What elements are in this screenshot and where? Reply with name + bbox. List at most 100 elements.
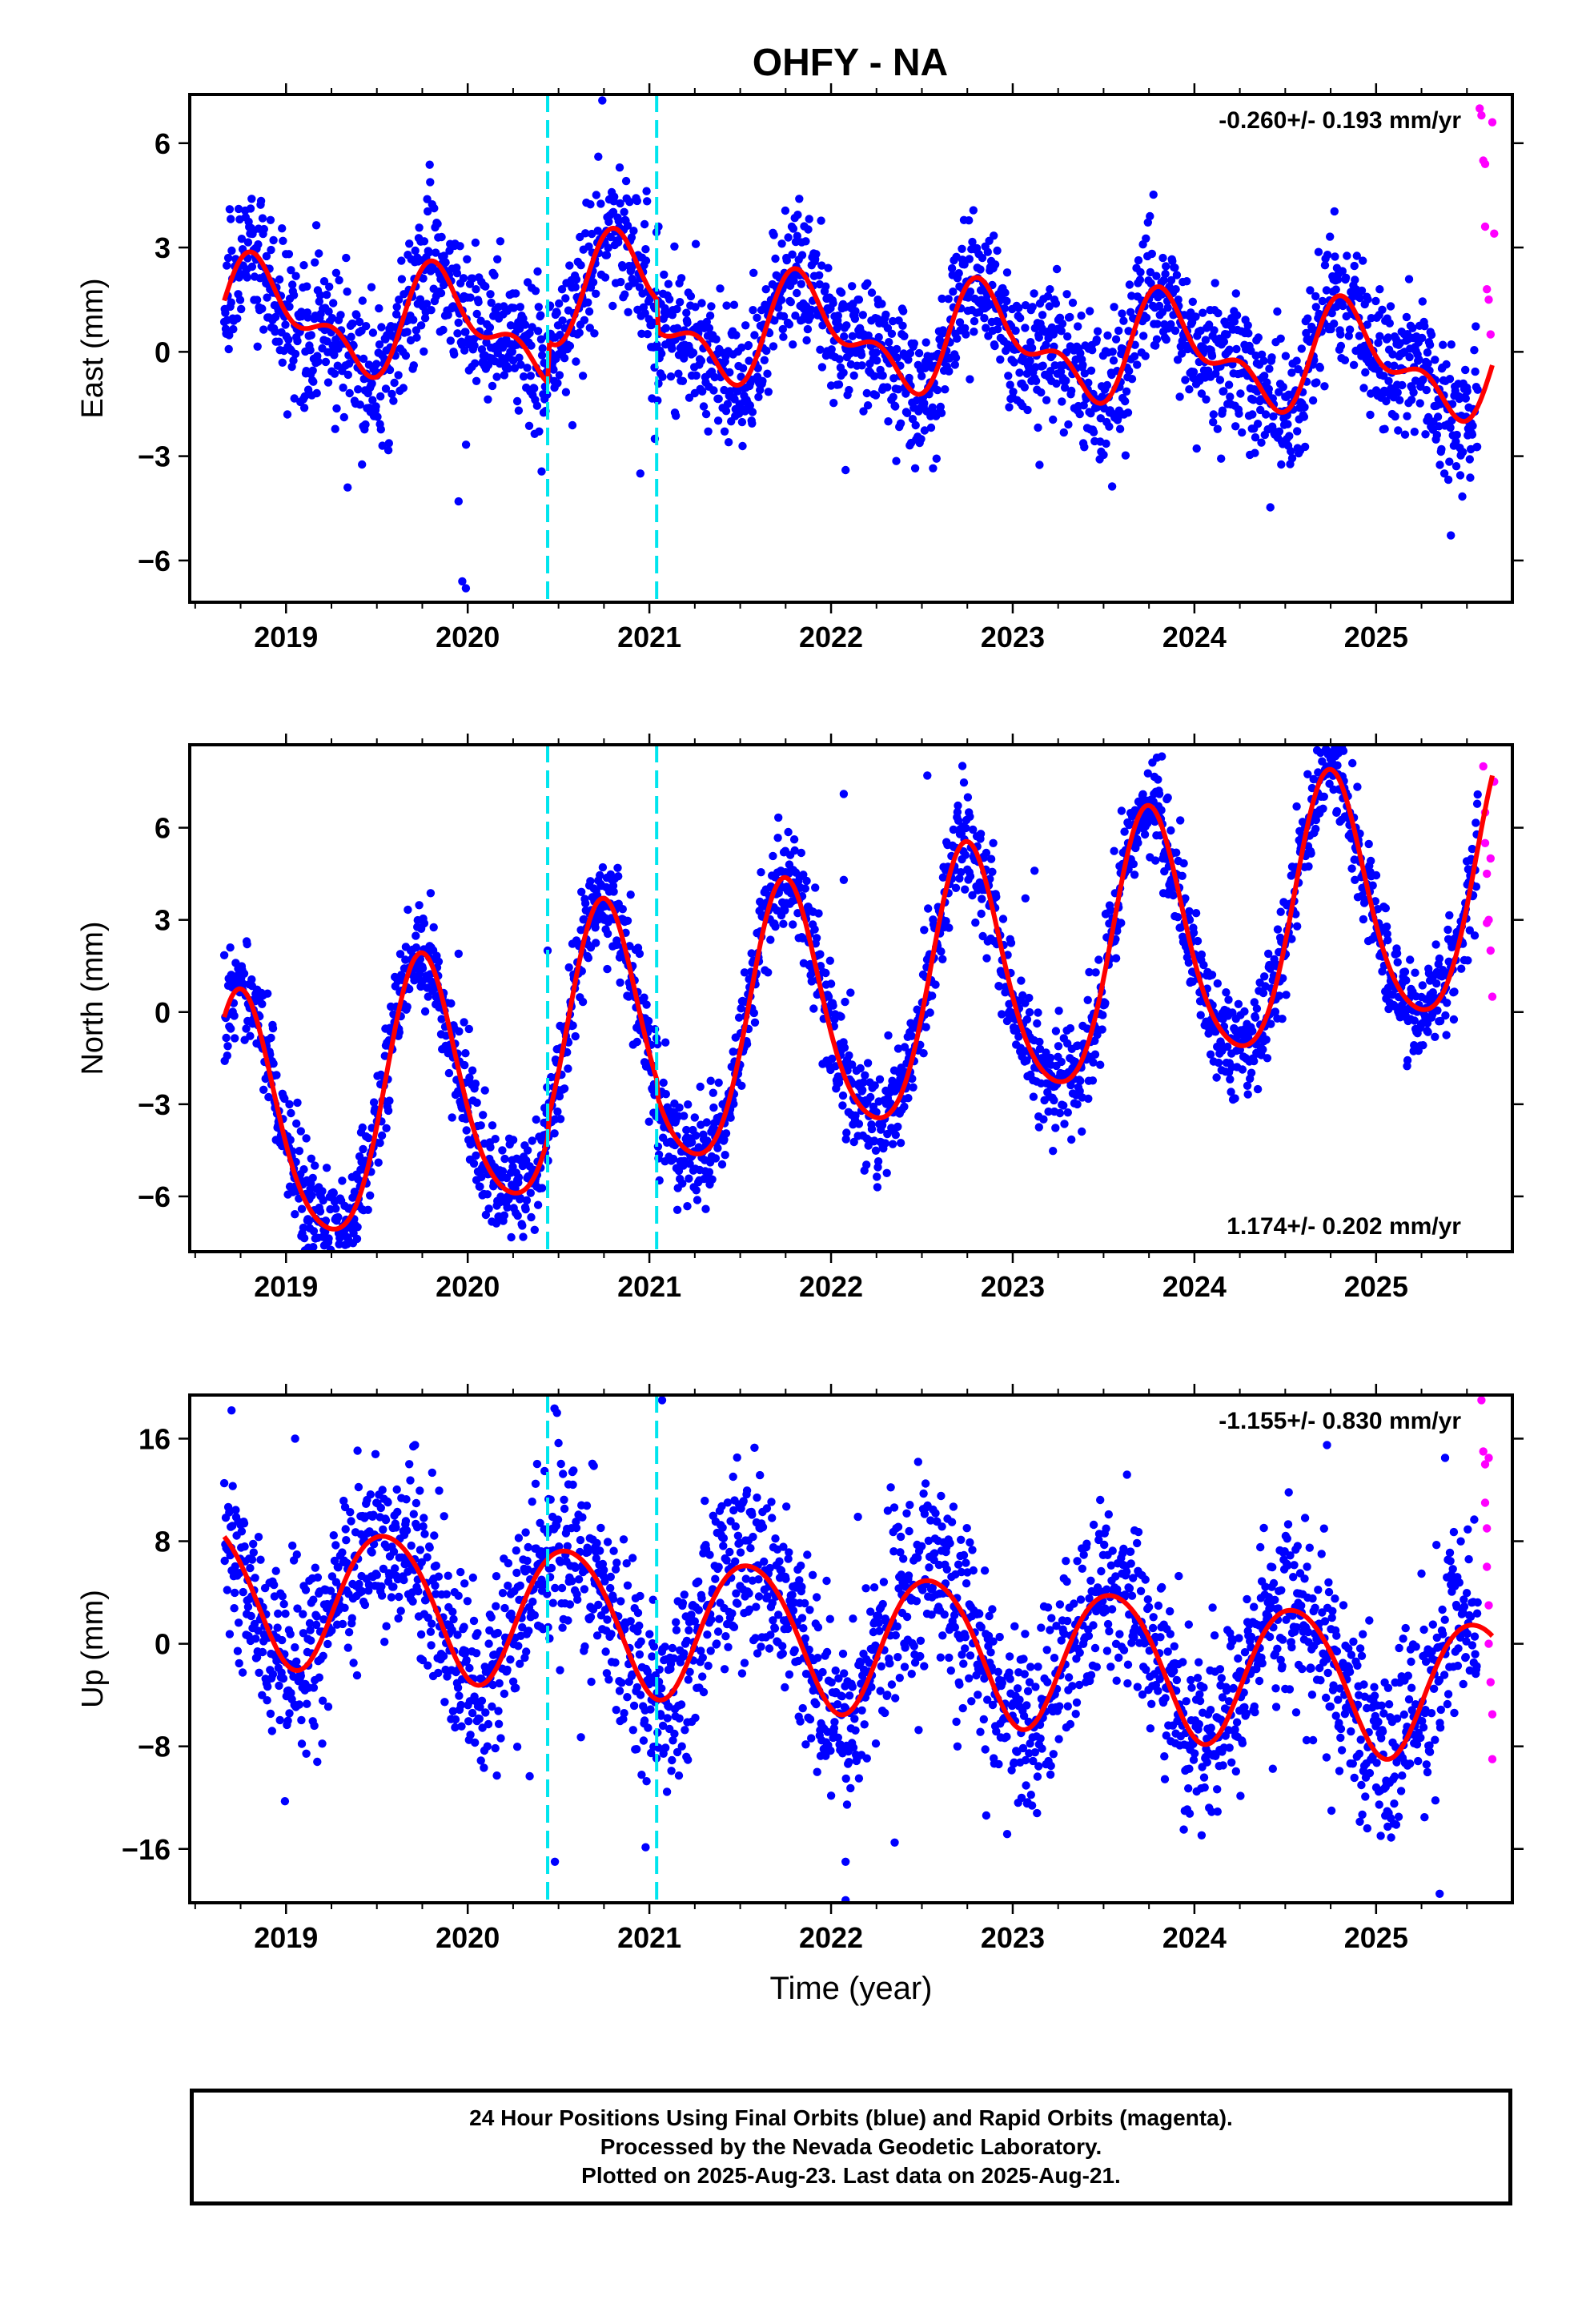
final-orbit-point [608, 301, 617, 311]
final-orbit-point [625, 198, 634, 207]
final-orbit-point [686, 292, 696, 301]
final-orbit-point [757, 868, 765, 877]
final-orbit-point [978, 931, 987, 941]
final-orbit-point [771, 254, 780, 263]
final-orbit-point [446, 336, 455, 345]
final-orbit-point [355, 400, 364, 409]
final-orbit-point [297, 1204, 307, 1213]
final-orbit-point [835, 355, 844, 364]
final-orbit-point [1257, 350, 1267, 359]
final-orbit-point [1173, 913, 1182, 922]
final-orbit-point [458, 577, 467, 586]
final-orbit-point [937, 947, 946, 956]
final-orbit-point [533, 1200, 543, 1209]
final-orbit-point [1344, 332, 1354, 340]
final-orbit-point [701, 1204, 710, 1213]
final-orbit-point [411, 246, 420, 255]
final-orbit-point [1437, 444, 1446, 454]
final-orbit-point [1166, 320, 1175, 329]
final-orbit-point [941, 385, 950, 394]
final-orbit-point [1300, 442, 1310, 452]
final-orbit-point [223, 261, 231, 270]
final-orbit-point [1348, 758, 1357, 768]
final-orbit-point [1355, 332, 1364, 340]
final-orbit-point [1006, 939, 1016, 947]
final-orbit-point [708, 1175, 717, 1184]
final-orbit-point [1130, 340, 1139, 349]
final-orbit-point [632, 196, 641, 206]
final-orbit-point [423, 195, 432, 203]
final-orbit-point [1302, 328, 1311, 338]
final-orbit-point [782, 255, 791, 265]
final-orbit-point [884, 1031, 893, 1040]
final-orbit-point [1276, 334, 1285, 343]
final-orbit-point [907, 1031, 916, 1040]
final-orbit-point [383, 446, 393, 455]
final-orbit-point [721, 407, 731, 416]
final-orbit-point [1043, 292, 1053, 301]
final-orbit-point [781, 906, 789, 915]
final-orbit-point [1409, 388, 1418, 397]
final-orbit-point [996, 355, 1005, 364]
final-orbit-point [902, 408, 912, 417]
final-orbit-point [1238, 428, 1247, 437]
final-orbit-point [486, 1143, 495, 1152]
final-orbit-point [878, 371, 887, 380]
final-orbit-point [1422, 385, 1431, 395]
final-orbit-point [1058, 320, 1067, 328]
final-orbit-point [1232, 344, 1241, 354]
final-orbit-point [1432, 979, 1441, 988]
final-orbit-point [961, 850, 970, 859]
final-orbit-point [247, 975, 256, 984]
final-orbit-point [892, 344, 901, 354]
final-orbit-point [1170, 326, 1180, 336]
final-orbit-point [821, 282, 830, 291]
final-orbit-point [1117, 806, 1126, 815]
velocity-annotation: -0.260+/- 0.193 mm/yr [1219, 107, 1461, 134]
final-orbit-point [958, 762, 967, 770]
final-orbit-point [227, 246, 236, 255]
final-orbit-point [237, 304, 246, 314]
final-orbit-point [658, 372, 667, 381]
final-orbit-point [680, 1112, 689, 1120]
final-orbit-point [837, 288, 846, 297]
final-orbit-point [403, 1003, 412, 1011]
final-orbit-point [480, 1086, 489, 1095]
final-orbit-point [1458, 448, 1468, 456]
final-orbit-point [773, 834, 782, 842]
final-orbit-point [1064, 420, 1073, 429]
x-tick-label: 2021 [617, 621, 681, 653]
final-orbit-point [1122, 387, 1131, 396]
final-orbit-point [982, 954, 991, 963]
final-orbit-point [737, 417, 747, 427]
final-orbit-point [1025, 1007, 1034, 1017]
final-orbit-point [1212, 1073, 1221, 1082]
final-orbit-point [1000, 304, 1010, 313]
final-orbit-point [668, 344, 677, 353]
final-orbit-point [1203, 366, 1213, 375]
final-orbit-point [977, 909, 986, 919]
final-orbit-point [777, 239, 786, 248]
final-orbit-point [1473, 790, 1482, 799]
final-orbit-point [1096, 414, 1106, 423]
rapid-orbit-point [1479, 762, 1488, 771]
final-orbit-point [524, 421, 534, 430]
final-orbit-point [1323, 251, 1332, 259]
final-orbit-point [1355, 293, 1364, 303]
final-orbit-point [753, 313, 761, 322]
final-orbit-point [483, 1190, 492, 1199]
final-orbit-point [923, 771, 932, 780]
final-orbit-point [1193, 936, 1203, 946]
final-orbit-point [761, 285, 770, 294]
final-orbit-point [1002, 296, 1011, 306]
final-orbit-point [603, 964, 612, 974]
final-orbit-point [1189, 368, 1199, 376]
final-orbit-point [1139, 332, 1148, 340]
final-orbit-point [229, 324, 238, 334]
final-orbit-point [484, 395, 492, 404]
final-orbit-point [851, 307, 860, 316]
final-orbit-point [330, 351, 339, 360]
final-orbit-point [1292, 802, 1301, 811]
final-orbit-point [437, 232, 446, 242]
final-orbit-point [893, 1122, 902, 1132]
